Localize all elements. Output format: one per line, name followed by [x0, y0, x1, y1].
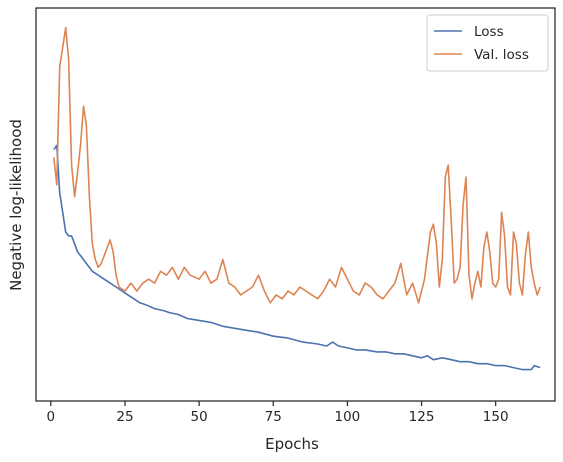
x-tick-label: 50 — [191, 409, 208, 425]
x-tick-label: 150 — [483, 409, 509, 425]
series-layer — [53, 26, 541, 371]
legend-label: Val. loss — [474, 47, 529, 63]
x-tick-label: 0 — [47, 409, 56, 425]
legend-label: Loss — [474, 24, 504, 40]
x-axis-label: Epochs — [265, 435, 319, 453]
legend: Loss Val. loss — [426, 14, 549, 72]
x-axis-ticks: 0 25 50 75 100 125 150 — [47, 401, 509, 425]
x-tick-label: 75 — [265, 409, 282, 425]
x-tick-label: 100 — [335, 409, 361, 425]
x-tick-label: 25 — [116, 409, 133, 425]
plot-area — [35, 7, 556, 402]
series-line-val-loss — [53, 26, 541, 304]
y-axis-label: Negative log-likelihood — [7, 119, 25, 291]
x-tick-label: 125 — [409, 409, 435, 425]
series-line-loss — [53, 144, 541, 371]
legend-box — [426, 14, 549, 72]
